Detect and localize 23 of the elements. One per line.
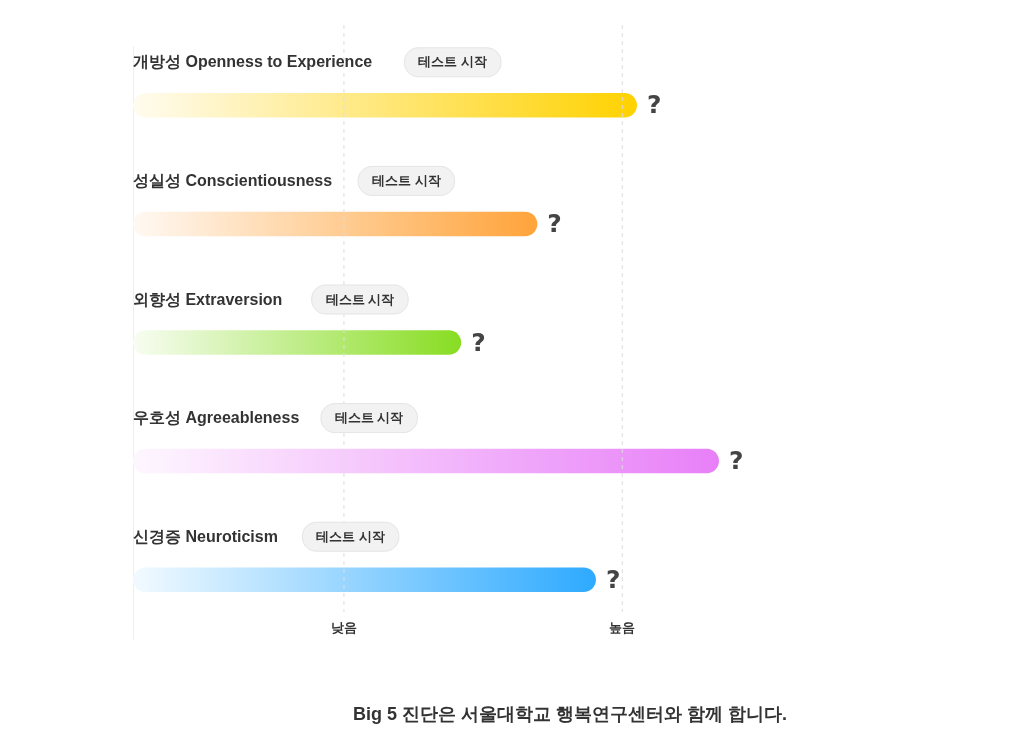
bar (133, 448, 719, 474)
annotation: 테스트 시작 (418, 54, 488, 70)
annotation: ? (471, 327, 486, 357)
bar (133, 93, 637, 118)
y-tick-label: 우호성 Agreeableness (133, 409, 300, 427)
annotation: 테스트 시작 (334, 410, 404, 426)
ref-line-label: 낮음 (330, 620, 357, 635)
annotation: 테스트 시작 (325, 291, 395, 307)
annotation: 테스트 시작 (316, 528, 385, 544)
text: ? (729, 446, 744, 476)
bar (133, 330, 462, 355)
annotation: ? (646, 90, 662, 120)
y-tick-label: 성실성 Conscientiousness (133, 171, 333, 189)
annotation: 테스트 시작 (372, 172, 441, 188)
y-tick-label: 외향성 Extraversion (133, 290, 283, 308)
annotation: ? (605, 564, 621, 594)
annotation: ? (547, 208, 562, 238)
bar (133, 567, 596, 592)
bar (133, 211, 538, 237)
y-tick-label: 신경증 Neuroticism (133, 527, 278, 545)
ref-line-label: 높음 (609, 620, 636, 635)
y-tick-label: 개방성 Openness to Experience (133, 53, 373, 71)
text: Big 5 진단은 서울대학교 행복연구센터와 함께 합니다. (352, 704, 788, 724)
